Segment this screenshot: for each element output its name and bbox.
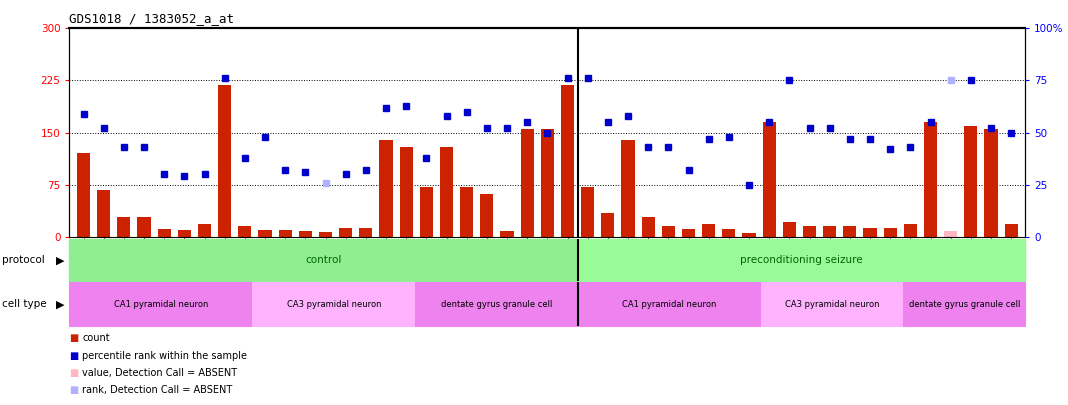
Bar xyxy=(117,217,130,237)
Text: ▶: ▶ xyxy=(56,256,64,265)
Bar xyxy=(97,190,110,237)
Bar xyxy=(581,187,594,237)
Bar xyxy=(742,233,755,237)
Bar xyxy=(578,239,1025,281)
Bar xyxy=(601,213,614,237)
Bar xyxy=(540,129,554,237)
Bar xyxy=(760,282,904,326)
Text: ▶: ▶ xyxy=(56,299,64,309)
Bar xyxy=(904,224,917,237)
Text: rank, Detection Call = ABSENT: rank, Detection Call = ABSENT xyxy=(82,386,233,395)
Bar xyxy=(440,147,453,237)
Text: protocol: protocol xyxy=(2,256,45,265)
Bar xyxy=(198,224,211,237)
Bar xyxy=(420,187,433,237)
Bar xyxy=(642,217,655,237)
Bar xyxy=(177,230,191,237)
Bar xyxy=(258,230,271,237)
Bar xyxy=(520,129,534,237)
Bar xyxy=(702,224,716,237)
Bar xyxy=(252,282,415,326)
Bar xyxy=(501,231,514,237)
Bar xyxy=(359,228,373,237)
Bar xyxy=(682,228,695,237)
Text: CA1 pyramidal neuron: CA1 pyramidal neuron xyxy=(114,300,208,309)
Text: count: count xyxy=(82,333,110,343)
Bar xyxy=(69,239,578,281)
Bar xyxy=(803,226,816,237)
Bar xyxy=(944,231,957,237)
Text: dentate gyrus granule cell: dentate gyrus granule cell xyxy=(441,300,552,309)
Bar xyxy=(481,194,493,237)
Text: preconditioning seizure: preconditioning seizure xyxy=(740,255,863,265)
Bar xyxy=(238,226,251,237)
Bar xyxy=(823,226,836,237)
Text: dentate gyrus granule cell: dentate gyrus granule cell xyxy=(909,300,1020,309)
Bar xyxy=(783,222,796,237)
Bar xyxy=(415,282,578,326)
Bar xyxy=(379,140,393,237)
Bar xyxy=(844,226,857,237)
Text: control: control xyxy=(305,255,342,265)
Text: GDS1018 / 1383052_a_at: GDS1018 / 1383052_a_at xyxy=(69,12,234,25)
Bar xyxy=(578,282,760,326)
Text: cell type: cell type xyxy=(2,299,47,309)
Bar xyxy=(622,140,634,237)
Bar xyxy=(319,232,332,237)
Bar xyxy=(340,228,352,237)
Text: ■: ■ xyxy=(69,333,79,343)
Bar xyxy=(722,228,736,237)
Text: CA3 pyramidal neuron: CA3 pyramidal neuron xyxy=(286,300,381,309)
Bar xyxy=(924,122,937,237)
Text: ■: ■ xyxy=(69,351,79,360)
Text: CA1 pyramidal neuron: CA1 pyramidal neuron xyxy=(623,300,717,309)
Bar xyxy=(904,282,1025,326)
Bar xyxy=(964,126,977,237)
Bar xyxy=(158,228,171,237)
Bar xyxy=(138,217,151,237)
Text: CA3 pyramidal neuron: CA3 pyramidal neuron xyxy=(785,300,879,309)
Text: ■: ■ xyxy=(69,386,79,395)
Text: percentile rank within the sample: percentile rank within the sample xyxy=(82,351,247,360)
Bar xyxy=(883,228,897,237)
Bar xyxy=(1005,224,1018,237)
Bar xyxy=(77,153,90,237)
Bar xyxy=(218,85,232,237)
Bar xyxy=(985,129,998,237)
Bar xyxy=(69,282,252,326)
Text: value, Detection Call = ABSENT: value, Detection Call = ABSENT xyxy=(82,368,237,378)
Bar xyxy=(399,147,412,237)
Bar xyxy=(863,228,877,237)
Bar xyxy=(561,85,575,237)
Bar xyxy=(279,230,292,237)
Bar xyxy=(460,187,473,237)
Bar xyxy=(299,231,312,237)
Bar xyxy=(763,122,775,237)
Text: ■: ■ xyxy=(69,368,79,378)
Bar xyxy=(662,226,675,237)
